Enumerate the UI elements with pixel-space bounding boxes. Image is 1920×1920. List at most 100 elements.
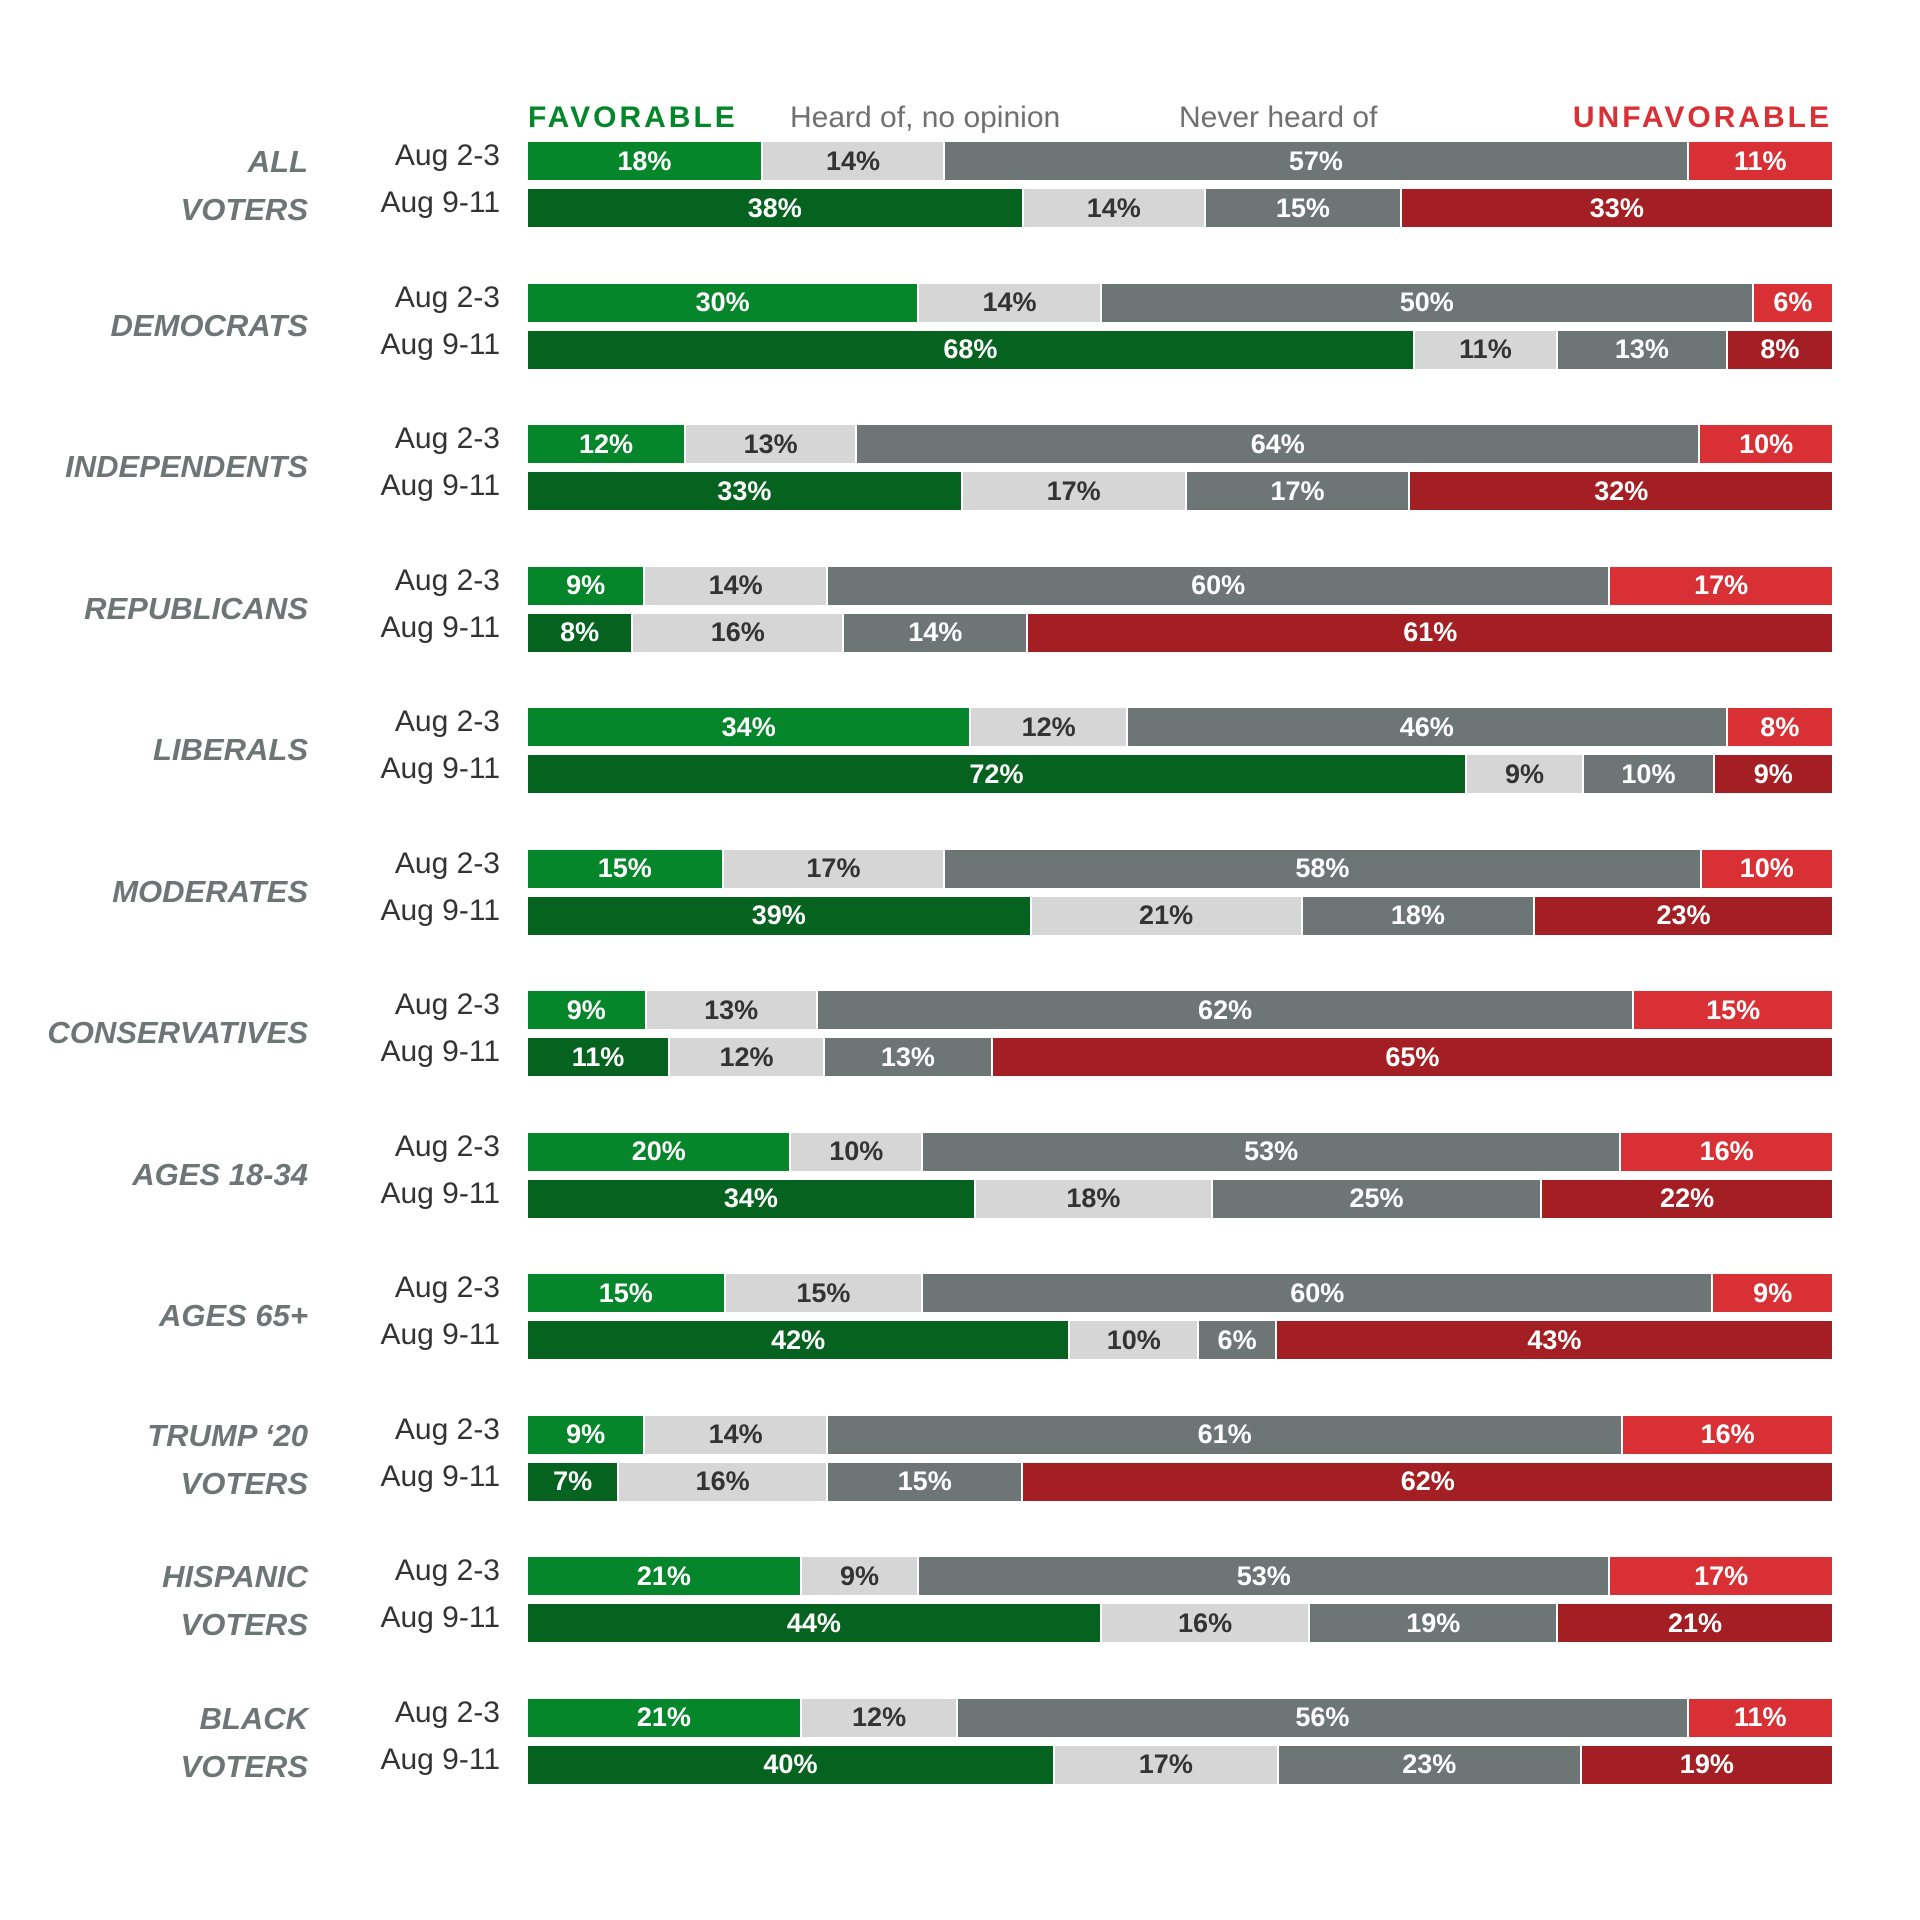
bar-segment-unfavorable: 17% — [1610, 1557, 1832, 1595]
date-label: Aug 2-3 — [394, 1695, 500, 1729]
bar-row: 11% 12% 13% 65% — [528, 1038, 1832, 1076]
data-label: 10% — [829, 1136, 884, 1166]
data-label: 15% — [1275, 192, 1330, 223]
group-label-line: HISPANIC — [162, 1559, 308, 1594]
group-label: ALL VOTERS — [181, 138, 308, 234]
data-label: 11% — [1733, 145, 1787, 176]
data-label: 9% — [566, 994, 606, 1025]
bar-row: 40% 17% 23% 19% — [528, 1745, 1832, 1784]
bar-row: 15% 15% 60% 9% — [528, 1274, 1832, 1312]
bar-row: 39% 21% 18% 23% — [528, 896, 1832, 935]
bar-segment-favorable: 40% — [528, 1745, 1055, 1784]
bar-segment-favorable: 11% — [528, 1038, 671, 1076]
group-label-line: REPUBLICANS — [84, 590, 308, 626]
bar-segment-never-heard: 18% — [1302, 896, 1536, 935]
bar-segment-never-heard: 64% — [857, 425, 1701, 463]
group-label: LIBERALS — [153, 726, 308, 774]
data-label: 60% — [1191, 570, 1246, 600]
date-label: Aug 9-11 — [380, 1742, 500, 1776]
bar-row: 9% 13% 62% 15% — [528, 991, 1832, 1029]
bar-segment-unfavorable: 32% — [1410, 472, 1832, 510]
bar-segment-favorable: 18% — [528, 142, 763, 180]
bar-segment-no-opinion: 14% — [645, 1415, 828, 1454]
date-label: Aug 9-11 — [380, 752, 500, 785]
bar-segment-favorable: 20% — [528, 1132, 792, 1171]
bar-row: 33% 17% 17% 32% — [528, 472, 1832, 510]
group-label-line: TRUMP ‘20 — [147, 1417, 308, 1453]
data-label: 20% — [631, 1136, 686, 1166]
bar-row: 34% 18% 25% 22% — [528, 1179, 1832, 1218]
bar-segment-never-heard: 60% — [923, 1274, 1714, 1312]
data-label: 30% — [695, 287, 750, 317]
group-label-line: LIBERALS — [153, 732, 308, 767]
bar-row: 12% 13% 64% 10% — [528, 425, 1832, 463]
data-label: 60% — [1290, 1277, 1345, 1308]
bar-segment-never-heard: 23% — [1278, 1745, 1582, 1784]
group-label-line: ALL — [247, 144, 308, 179]
data-label: 15% — [597, 853, 652, 883]
bar-segment-favorable: 9% — [528, 1415, 646, 1454]
group-label-line: AGES 18-34 — [132, 1156, 308, 1192]
data-label: 10% — [1739, 428, 1794, 459]
bar-segment-never-heard: 13% — [824, 1038, 993, 1076]
bar-row: 18% 14% 57% 11% — [528, 142, 1832, 180]
bar-segment-no-opinion: 15% — [725, 1274, 924, 1312]
group-label: REPUBLICANS — [84, 585, 308, 633]
group-label: INDEPENDENTS — [65, 443, 308, 491]
date-label: Aug 9-11 — [380, 186, 500, 219]
data-label: 18% — [1066, 1183, 1121, 1213]
data-label: 10% — [1739, 853, 1794, 883]
bar-segment-unfavorable: 11% — [1688, 142, 1832, 180]
data-label: 11% — [571, 1041, 625, 1072]
data-label: 15% — [598, 1277, 653, 1308]
data-label: 23% — [1402, 1749, 1457, 1779]
bar-segment-no-opinion: 16% — [1101, 1604, 1311, 1642]
bar-segment-no-opinion: 14% — [919, 283, 1102, 322]
bar-segment-favorable: 34% — [528, 708, 972, 746]
data-label: 33% — [717, 475, 772, 506]
group-label-line: VOTERS — [180, 1465, 308, 1501]
bar-segment-never-heard: 53% — [919, 1557, 1611, 1595]
data-label: 18% — [617, 145, 672, 176]
bar-row: 8% 16% 14% 61% — [528, 613, 1832, 652]
data-label: 33% — [1589, 192, 1644, 223]
data-label: 21% — [636, 1702, 691, 1732]
bar-segment-no-opinion: 12% — [801, 1698, 959, 1737]
data-label: 7% — [553, 1466, 593, 1496]
date-label: Aug 2-3 — [394, 1554, 500, 1587]
bar-segment-no-opinion: 12% — [971, 708, 1128, 746]
group-label: AGES 65+ — [159, 1292, 308, 1340]
bar-segment-no-opinion: 9% — [801, 1557, 920, 1595]
date-label: Aug 9-11 — [380, 610, 500, 644]
date-label: Aug 9-11 — [380, 893, 500, 927]
legend-never-heard: Never heard of — [1179, 101, 1378, 134]
bar-row: 20% 10% 53% 16% — [528, 1132, 1832, 1171]
data-label: 44% — [786, 1607, 841, 1638]
data-label: 13% — [704, 994, 759, 1025]
bar-segment-unfavorable: 19% — [1581, 1745, 1832, 1784]
bar-segment-unfavorable: 6% — [1753, 283, 1832, 322]
group-label-line: INDEPENDENTS — [65, 449, 308, 484]
date-label: Aug 2-3 — [394, 139, 500, 172]
group-label: HISPANIC VOTERS — [162, 1553, 308, 1649]
bar-segment-favorable: 34% — [528, 1179, 976, 1218]
bar-segment-never-heard: 62% — [817, 991, 1635, 1029]
bar-row: 44% 16% 19% 21% — [528, 1604, 1832, 1642]
data-label: 21% — [1139, 900, 1194, 930]
bar-segment-favorable: 44% — [528, 1604, 1102, 1642]
bar-segment-never-heard: 15% — [1206, 189, 1402, 227]
data-label: 21% — [636, 1560, 691, 1591]
data-label: 11% — [1459, 334, 1512, 364]
bar-segment-favorable: 21% — [528, 1557, 802, 1595]
data-label: 14% — [825, 145, 881, 176]
data-label: 12% — [852, 1702, 907, 1732]
bar-segment-never-heard: 56% — [958, 1698, 1689, 1737]
bar-segment-no-opinion: 17% — [1054, 1745, 1279, 1784]
data-label: 34% — [721, 711, 776, 742]
legend-no-opinion: Heard of, no opinion — [790, 101, 1061, 134]
data-label: 25% — [1349, 1183, 1404, 1213]
bar-row: 15% 17% 58% 10% — [528, 849, 1832, 888]
bar-row: 7% 16% 15% 62% — [528, 1462, 1832, 1501]
data-label: 14% — [908, 617, 963, 647]
bar-segment-unfavorable: 10% — [1700, 425, 1832, 463]
